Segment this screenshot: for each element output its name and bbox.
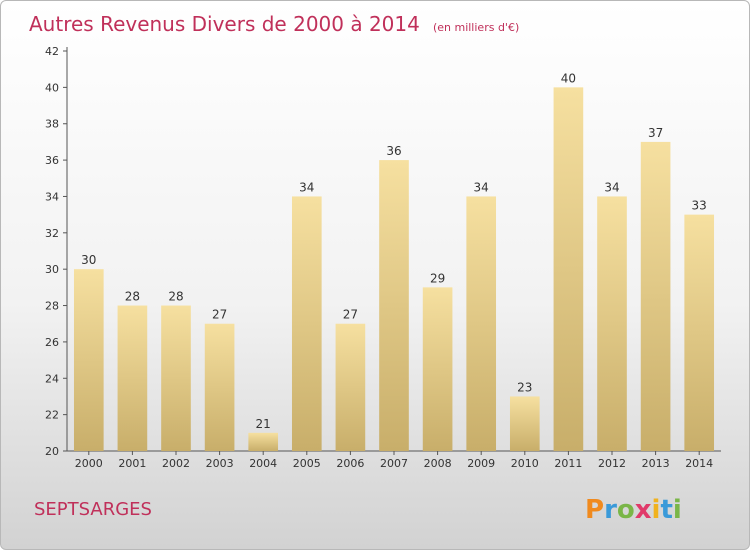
location-name: SEPTSARGES <box>34 499 152 520</box>
axes: 20 22 24 26 28 30 32 34 36 38 40 42 2000 2001 2002 2003… <box>45 45 721 470</box>
bar <box>73 269 104 451</box>
data-label: 27 <box>343 308 358 322</box>
x-tick-label: 2009 <box>467 457 495 470</box>
brand-letter: P <box>585 495 604 525</box>
bar <box>204 323 235 451</box>
x-tick-label: 2010 <box>511 457 539 470</box>
bar <box>335 323 366 451</box>
x-tick-label: 2012 <box>598 457 626 470</box>
x-tick-label: 2011 <box>554 457 582 470</box>
data-label: 33 <box>692 199 707 213</box>
y-tick-label: 30 <box>45 263 59 276</box>
bar <box>640 141 671 451</box>
bar <box>553 87 584 451</box>
data-labels: 30 28 28 27 21 34 27 36 29 34 23 40 34 37 33 <box>81 71 707 430</box>
x-tick-label: 2002 <box>162 457 190 470</box>
data-label: 34 <box>299 180 314 194</box>
y-tick-label: 20 <box>45 445 59 458</box>
x-tick-label: 2013 <box>642 457 670 470</box>
data-label: 21 <box>256 417 271 431</box>
y-tick-label: 40 <box>45 81 59 94</box>
data-label: 28 <box>125 290 140 304</box>
brand-letter: i <box>673 495 682 525</box>
chart-title-text: Autres Revenus Divers de 2000 à 2014 <box>29 12 420 36</box>
data-label: 30 <box>81 253 96 267</box>
bar <box>117 305 148 451</box>
data-label: 34 <box>474 180 489 194</box>
x-tick-label: 2005 <box>293 457 321 470</box>
data-label: 40 <box>561 71 576 85</box>
bar <box>422 287 453 451</box>
x-tick-label: 2006 <box>336 457 364 470</box>
bar <box>248 432 279 451</box>
brand-letter: r <box>604 495 617 525</box>
x-tick-label: 2008 <box>424 457 452 470</box>
y-tick-label: 36 <box>45 154 59 167</box>
brand-letter: t <box>660 495 672 525</box>
brand-letter: x <box>635 495 652 525</box>
y-tick-label: 32 <box>45 227 59 240</box>
y-tick-label: 42 <box>45 45 59 58</box>
data-label: 29 <box>430 271 445 285</box>
x-tick-label: 2003 <box>206 457 234 470</box>
x-tick-label: 2001 <box>118 457 146 470</box>
brand-letter: o <box>617 495 635 525</box>
y-tick-label: 24 <box>45 372 59 385</box>
data-label: 28 <box>168 290 183 304</box>
bar <box>161 305 191 451</box>
data-label: 23 <box>517 380 532 394</box>
bar <box>597 196 627 451</box>
y-tick-label: 28 <box>45 300 59 313</box>
bar <box>379 160 409 451</box>
data-label: 36 <box>386 144 401 158</box>
y-tick-label: 26 <box>45 336 59 349</box>
bars <box>73 87 715 451</box>
x-tick-label: 2004 <box>249 457 277 470</box>
y-tick-label: 38 <box>45 118 59 131</box>
bar <box>466 196 497 451</box>
data-label: 34 <box>604 180 619 194</box>
brand-letter: i <box>652 495 661 525</box>
data-label: 37 <box>648 126 663 140</box>
y-tick-label: 22 <box>45 409 59 422</box>
data-label: 27 <box>212 308 227 322</box>
x-tick-label: 2007 <box>380 457 408 470</box>
brand-logo: Proxiti <box>585 495 682 525</box>
bar <box>291 196 322 451</box>
y-tick-label: 34 <box>45 190 59 203</box>
bar <box>684 214 715 451</box>
bar <box>509 396 540 451</box>
x-tick-label: 2014 <box>685 457 713 470</box>
chart-subtitle: (en milliers d'€) <box>433 21 519 34</box>
chart-title: Autres Revenus Divers de 2000 à 2014 (en… <box>29 12 519 36</box>
x-tick-label: 2000 <box>75 457 103 470</box>
